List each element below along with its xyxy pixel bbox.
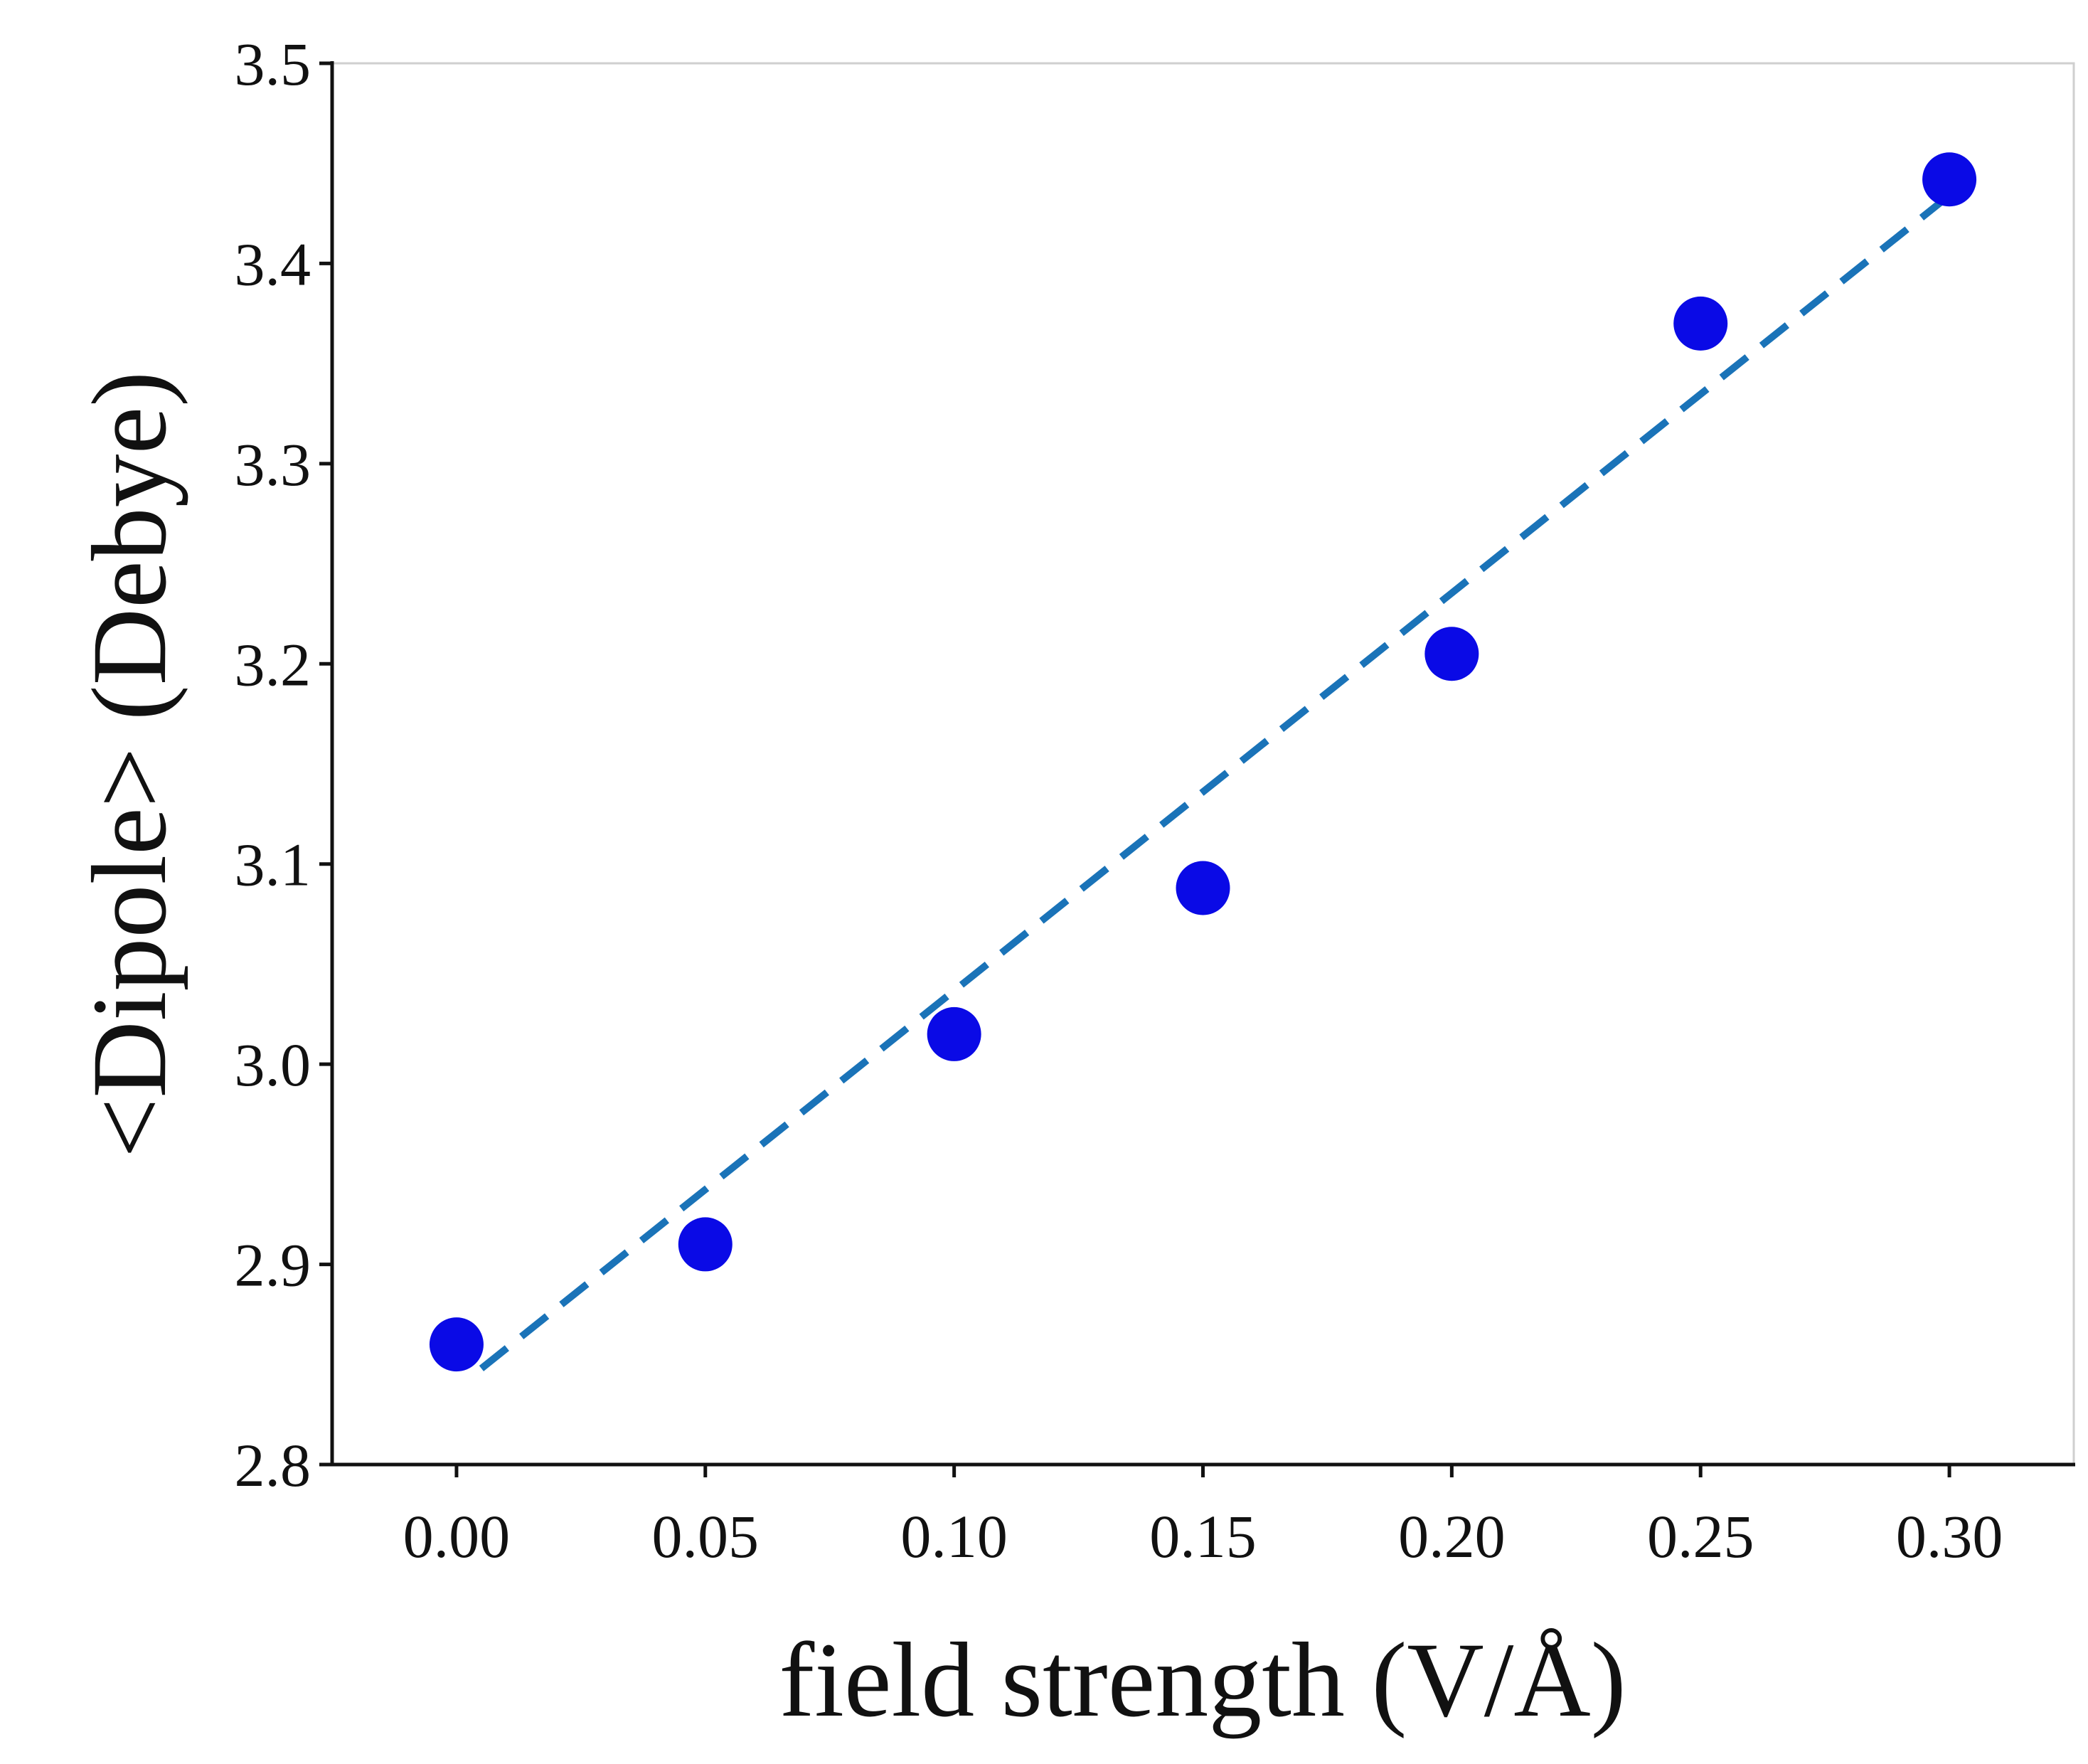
axes: [330, 61, 2075, 1467]
fit-line: [479, 192, 1952, 1371]
y-tick-label: 3.2: [235, 630, 311, 698]
y-axis-title: <Dipole> (Debye): [70, 371, 188, 1158]
data-points: [429, 152, 1977, 1372]
y-tick-label: 3.4: [235, 230, 311, 298]
x-tick-label: 0.25: [1647, 1502, 1754, 1571]
x-tick-label: 0.10: [900, 1502, 1008, 1571]
x-tick-label: 0.15: [1149, 1502, 1257, 1571]
y-tick-label: 3.5: [235, 30, 311, 98]
x-tick-label: 0.20: [1398, 1502, 1506, 1571]
data-point: [1922, 152, 1977, 207]
data-point: [1176, 861, 1230, 915]
data-point: [927, 1006, 981, 1061]
x-tick-label: 0.00: [403, 1502, 511, 1571]
y-ticks: 2.8 2.9 3.0 3.1 3.2 3.3 3.4 3.5: [235, 30, 332, 1499]
fit-line-group: [479, 192, 1952, 1371]
x-ticks: 0.00 0.05 0.10 0.15 0.20 0.25 0.30: [403, 1465, 2003, 1571]
data-point: [1673, 296, 1728, 351]
y-tick-label: 3.1: [235, 831, 311, 899]
x-tick-label: 0.05: [652, 1502, 760, 1571]
plot-frame: [331, 62, 2075, 1466]
y-tick-label: 2.9: [235, 1231, 311, 1300]
y-tick-label: 3.3: [235, 430, 311, 499]
y-tick-label: 2.8: [235, 1431, 311, 1499]
data-point: [678, 1217, 733, 1272]
data-point: [1424, 627, 1479, 681]
data-point: [429, 1317, 484, 1372]
y-tick-label: 3.0: [235, 1031, 311, 1099]
x-axis-title: field strength (V/Å): [779, 1621, 1626, 1739]
x-tick-label: 0.30: [1896, 1502, 2003, 1571]
